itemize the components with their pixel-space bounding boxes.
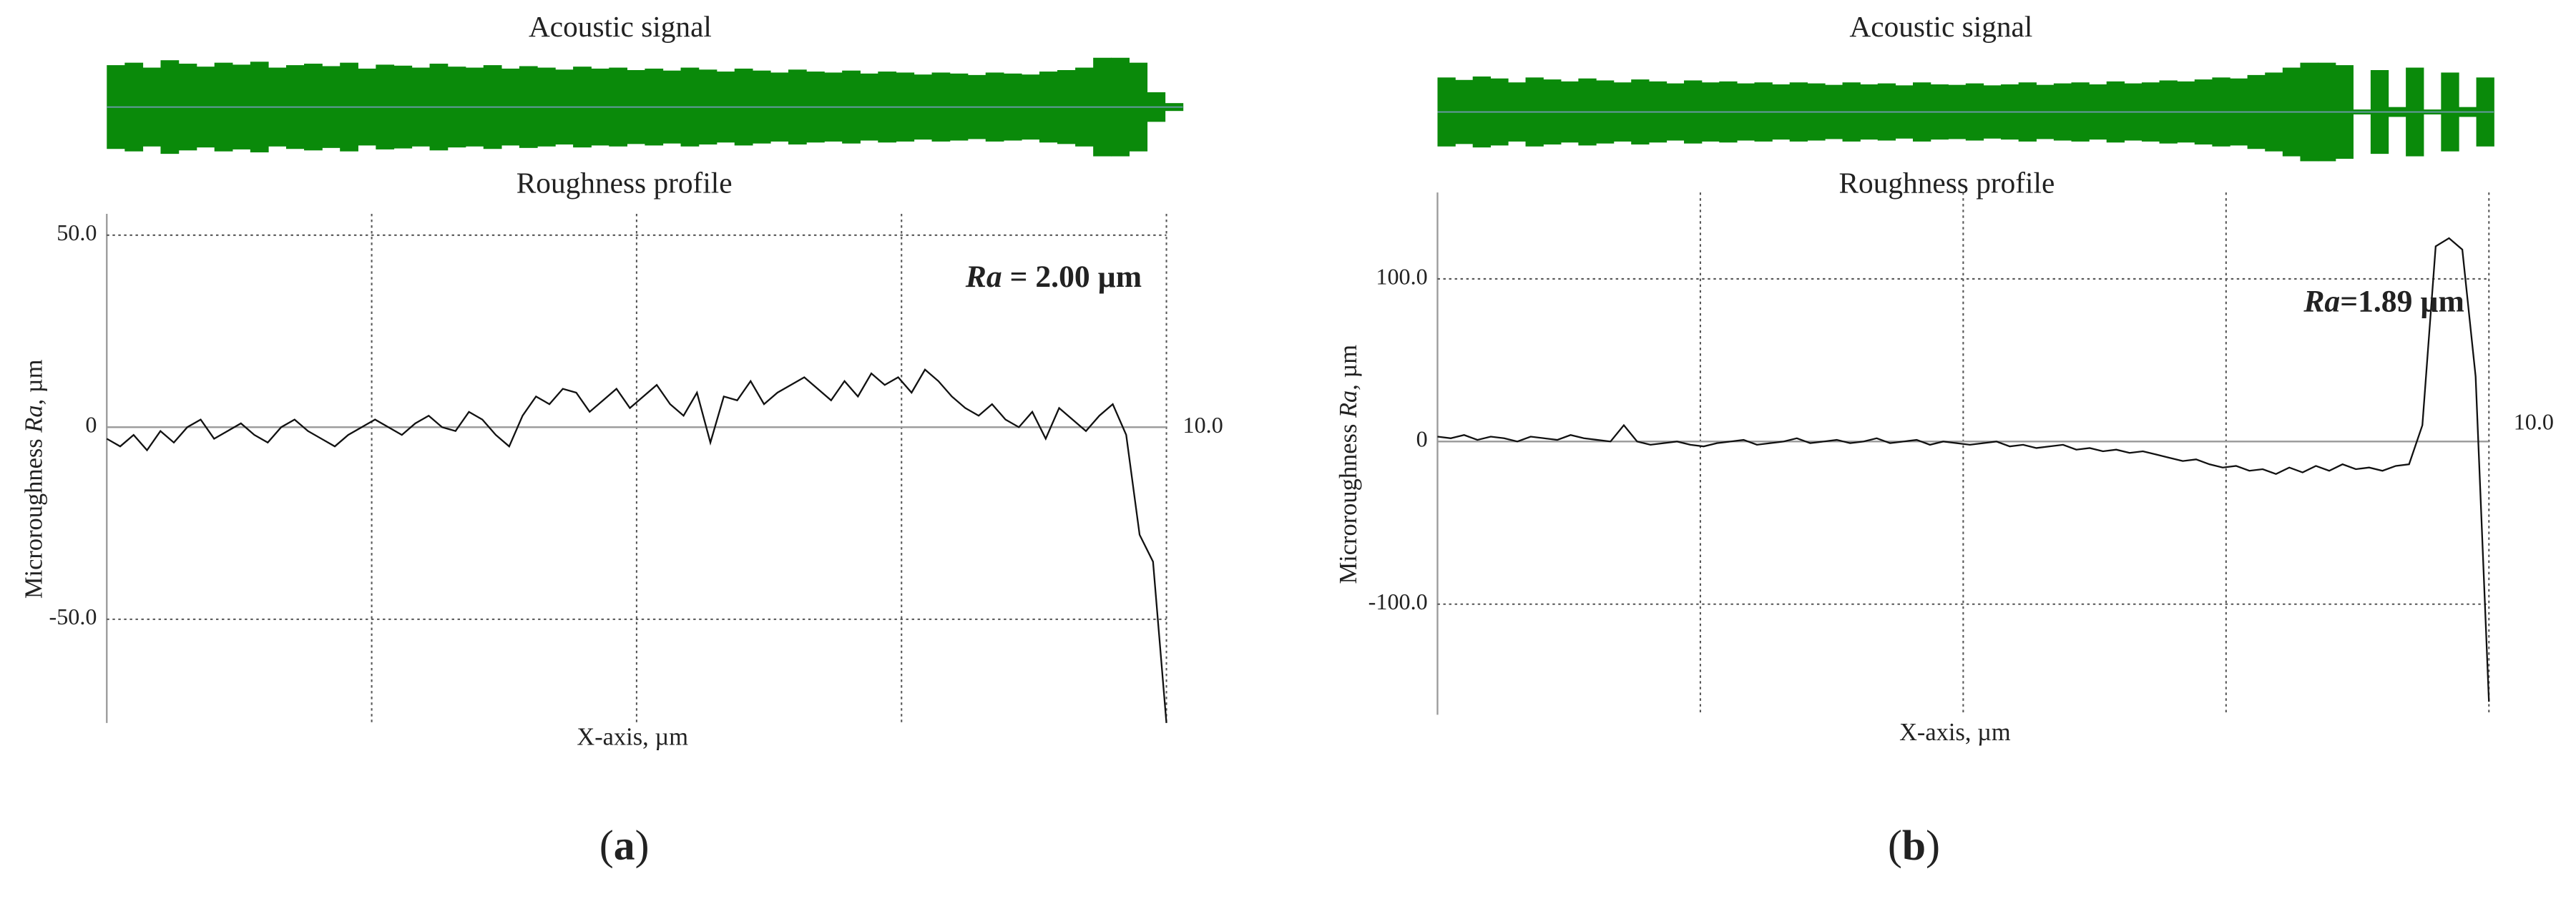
y-tick-label: 0 (85, 412, 97, 438)
signal-title: Acoustic signal (1849, 10, 2032, 43)
y-tick-label: -50.0 (49, 604, 97, 629)
chart-title: Roughness profile (1838, 166, 2055, 199)
y-axis-label: Microroughness Ra, µm (20, 359, 47, 599)
x-axis-label: X-axis, µm (577, 724, 688, 751)
annotation-part: Ra (2303, 284, 2340, 318)
caption-part: ) (635, 821, 650, 868)
y-tick-label: 0 (1416, 426, 1428, 452)
y-axis-label-part: Ra (20, 405, 47, 433)
caption-part: ( (599, 821, 614, 868)
caption-part: b (1902, 821, 1926, 868)
right-label: 10.0 (2514, 408, 2554, 434)
y-tick-label: 100.0 (1376, 263, 1427, 289)
y-tick-label: -100.0 (1368, 589, 1428, 614)
signal-title: Acoustic signal (529, 10, 712, 43)
x-axis-label: X-axis, µm (1899, 719, 2011, 746)
y-axis-label: Microroughness Ra, µm (1335, 345, 1362, 584)
profile-line (106, 368, 1167, 723)
caption: (b) (1888, 821, 1940, 868)
y-axis-label-part: Microroughness (1335, 418, 1362, 584)
y-axis-label-part: Ra (1335, 390, 1362, 418)
annotation-part: = 2.00 µm (1002, 260, 1142, 294)
annotation-part: Ra (965, 260, 1002, 294)
y-tick-label: 50.0 (57, 220, 97, 245)
right-label: 10.0 (1183, 412, 1223, 438)
y-axis-label-part: , µm (1335, 345, 1362, 390)
y-axis-label-part: Microroughness (20, 433, 47, 599)
annotation: Ra=1.89 µm (2303, 284, 2464, 318)
caption: (a) (599, 821, 650, 868)
caption-part: ( (1888, 821, 1902, 868)
chart-title: Roughness profile (516, 166, 733, 199)
annotation: Ra = 2.00 µm (965, 260, 1142, 294)
caption-part: ) (1926, 821, 1940, 868)
profile-line (1437, 237, 2490, 702)
caption-part: a (614, 821, 635, 868)
y-axis-label-part: , µm (20, 359, 47, 405)
annotation-part: =1.89 µm (2340, 284, 2464, 318)
